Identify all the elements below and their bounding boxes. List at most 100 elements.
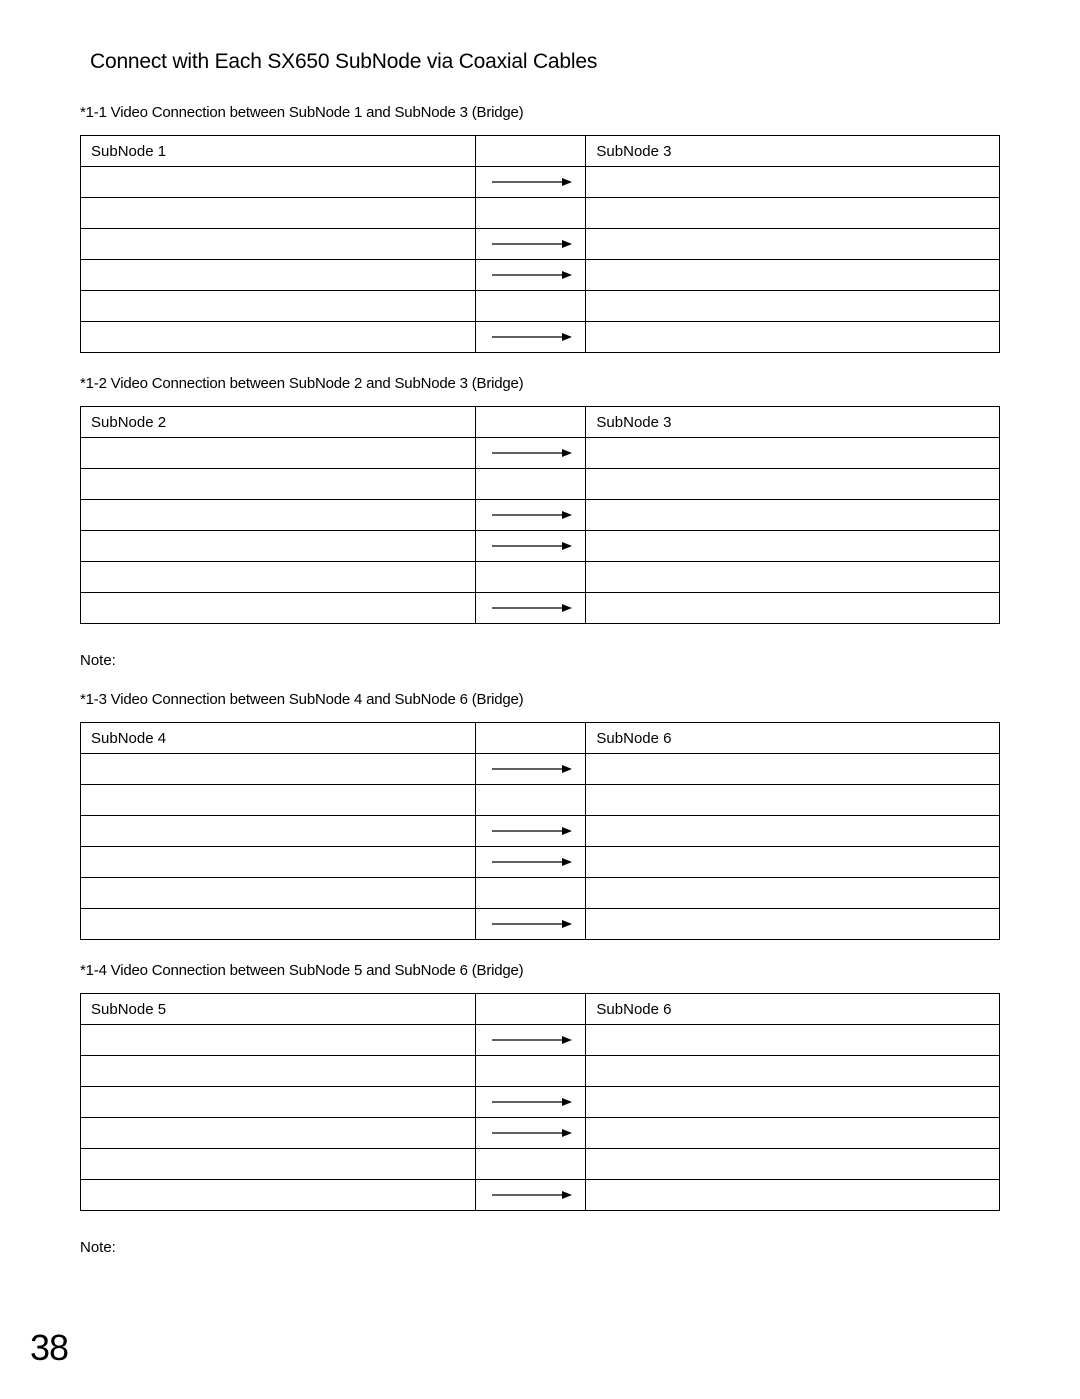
table-row — [81, 500, 1000, 531]
table-row — [81, 531, 1000, 562]
left-cell — [81, 167, 476, 198]
table-row — [81, 754, 1000, 785]
table-row — [81, 785, 1000, 816]
header-empty — [476, 723, 586, 754]
page-root: Connect with Each SX650 SubNode via Coax… — [0, 0, 1080, 1399]
table-row: SubNode 1 SubNode 3 — [81, 136, 1000, 167]
header-empty — [476, 994, 586, 1025]
right-cell — [586, 260, 1000, 291]
table-caption: *1-1 Video Connection between SubNode 1 … — [80, 104, 1000, 121]
left-header: SubNode 5 — [81, 994, 476, 1025]
right-header: SubNode 3 — [586, 136, 1000, 167]
table-row — [81, 229, 1000, 260]
right-cell — [586, 562, 1000, 593]
arrow-icon — [476, 1087, 586, 1118]
table-row — [81, 260, 1000, 291]
left-cell — [81, 593, 476, 624]
left-cell — [81, 878, 476, 909]
right-cell — [586, 878, 1000, 909]
left-cell — [81, 469, 476, 500]
arrow-icon — [476, 531, 586, 562]
left-cell — [81, 531, 476, 562]
empty-cell — [476, 1056, 586, 1087]
right-cell — [586, 500, 1000, 531]
left-cell — [81, 785, 476, 816]
table-row — [81, 469, 1000, 500]
empty-cell — [476, 562, 586, 593]
table-row — [81, 1025, 1000, 1056]
table-row — [81, 291, 1000, 322]
table-row — [81, 1056, 1000, 1087]
arrow-icon — [476, 847, 586, 878]
right-cell — [586, 322, 1000, 353]
table-row — [81, 1118, 1000, 1149]
table-caption: *1-4 Video Connection between SubNode 5 … — [80, 962, 1000, 979]
table-row — [81, 562, 1000, 593]
right-cell — [586, 469, 1000, 500]
left-cell — [81, 1025, 476, 1056]
empty-cell — [476, 878, 586, 909]
connection-table: SubNode 4SubNode 6 — [80, 722, 1000, 940]
table-row — [81, 593, 1000, 624]
arrow-icon — [476, 438, 586, 469]
table-row — [81, 198, 1000, 229]
table-row: SubNode 2SubNode 3 — [81, 407, 1000, 438]
table-row — [81, 878, 1000, 909]
right-header: SubNode 6 — [586, 994, 1000, 1025]
connection-table: SubNode 1 SubNode 3 — [80, 135, 1000, 353]
right-cell — [586, 167, 1000, 198]
table-row — [81, 167, 1000, 198]
right-cell — [586, 1149, 1000, 1180]
left-cell — [81, 322, 476, 353]
arrow-icon — [476, 816, 586, 847]
left-cell — [81, 1118, 476, 1149]
table-row — [81, 322, 1000, 353]
table-row — [81, 909, 1000, 940]
right-cell — [586, 847, 1000, 878]
right-cell — [586, 785, 1000, 816]
right-cell — [586, 1118, 1000, 1149]
empty-cell — [476, 469, 586, 500]
right-cell — [586, 229, 1000, 260]
arrow-icon — [476, 322, 586, 353]
left-cell — [81, 562, 476, 593]
right-cell — [586, 909, 1000, 940]
left-cell — [81, 438, 476, 469]
arrow-icon — [476, 500, 586, 531]
table-caption: *1-3 Video Connection between SubNode 4 … — [80, 691, 1000, 708]
table-row — [81, 438, 1000, 469]
table-row: SubNode 4SubNode 6 — [81, 723, 1000, 754]
left-cell — [81, 229, 476, 260]
left-cell — [81, 198, 476, 229]
page-title: Connect with Each SX650 SubNode via Coax… — [90, 50, 1000, 74]
table-row — [81, 1087, 1000, 1118]
right-cell — [586, 198, 1000, 229]
left-cell — [81, 260, 476, 291]
arrow-icon — [476, 1118, 586, 1149]
arrow-icon — [476, 260, 586, 291]
right-cell — [586, 1056, 1000, 1087]
right-header: SubNode 6 — [586, 723, 1000, 754]
empty-cell — [476, 198, 586, 229]
arrow-icon — [476, 1180, 586, 1211]
left-cell — [81, 847, 476, 878]
table-caption: *1-2 Video Connection between SubNode 2 … — [80, 375, 1000, 392]
arrow-icon — [476, 754, 586, 785]
left-cell — [81, 500, 476, 531]
empty-cell — [476, 785, 586, 816]
arrow-icon — [476, 229, 586, 260]
table-row — [81, 847, 1000, 878]
left-cell — [81, 816, 476, 847]
right-cell — [586, 1087, 1000, 1118]
left-cell — [81, 754, 476, 785]
empty-cell — [476, 1149, 586, 1180]
left-cell — [81, 909, 476, 940]
note-label: Note: — [80, 652, 1000, 669]
right-header: SubNode 3 — [586, 407, 1000, 438]
left-cell — [81, 1087, 476, 1118]
table-row — [81, 1149, 1000, 1180]
note-label: Note: — [80, 1239, 1000, 1256]
table-row — [81, 816, 1000, 847]
left-header: SubNode 1 — [81, 136, 476, 167]
tables-container: *1-1 Video Connection between SubNode 1 … — [80, 104, 1000, 1256]
